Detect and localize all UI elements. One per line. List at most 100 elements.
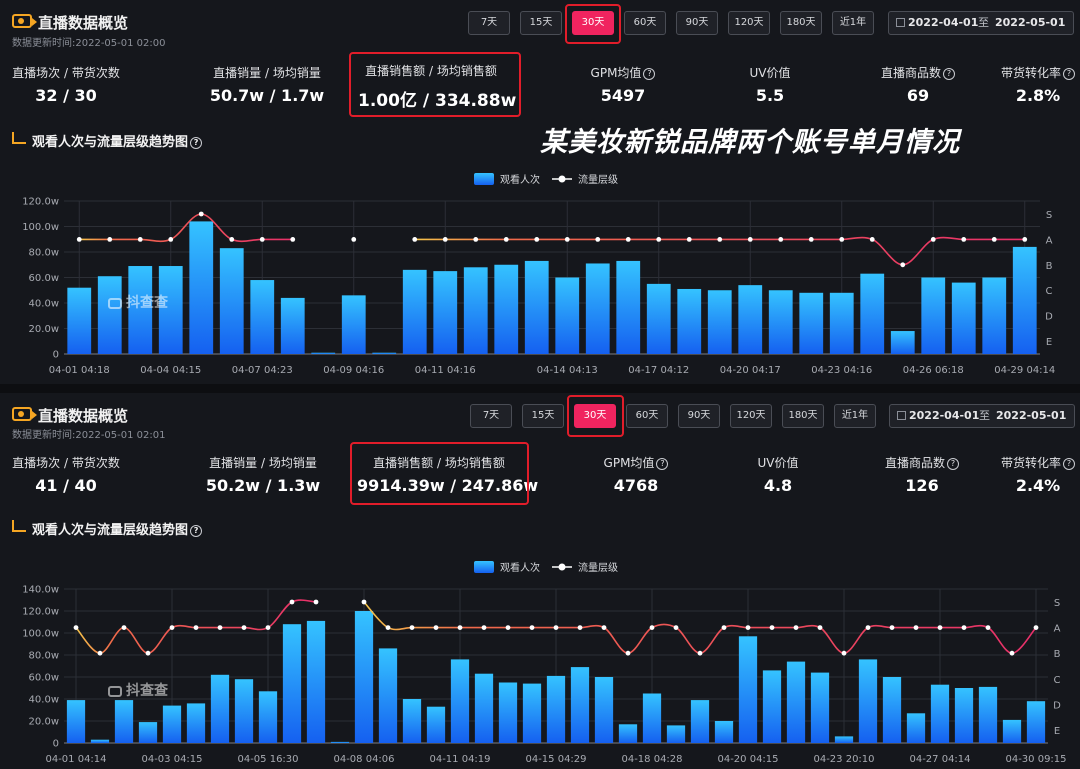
- tier-point[interactable]: [564, 237, 570, 242]
- bar-views[interactable]: [546, 675, 566, 743]
- tier-point[interactable]: [808, 237, 814, 242]
- tier-point[interactable]: [721, 625, 727, 630]
- bar-views[interactable]: [114, 700, 134, 743]
- bar-views[interactable]: [646, 283, 671, 354]
- bar-views[interactable]: [585, 263, 610, 354]
- range-120d-button[interactable]: 120天: [728, 11, 770, 35]
- tier-point[interactable]: [137, 237, 143, 242]
- bar-views[interactable]: [834, 736, 854, 743]
- bar-views[interactable]: [642, 693, 662, 744]
- tier-point[interactable]: [930, 237, 936, 242]
- bar-views[interactable]: [162, 705, 182, 743]
- bar-views[interactable]: [677, 288, 702, 354]
- bar-views[interactable]: [378, 648, 398, 743]
- bar-views[interactable]: [372, 352, 397, 354]
- bar-views[interactable]: [714, 721, 734, 743]
- tier-point[interactable]: [73, 625, 79, 630]
- tier-point[interactable]: [673, 625, 679, 630]
- bar-views[interactable]: [258, 691, 278, 743]
- tier-point[interactable]: [601, 625, 607, 630]
- range-180d-button[interactable]: 180天: [780, 11, 822, 35]
- tier-point[interactable]: [1022, 237, 1028, 242]
- bar-views[interactable]: [616, 260, 641, 354]
- bar-views[interactable]: [189, 221, 214, 354]
- tier-point[interactable]: [625, 650, 631, 656]
- tier-point[interactable]: [778, 237, 784, 242]
- bar-views[interactable]: [522, 683, 542, 743]
- tier-point[interactable]: [865, 625, 871, 630]
- bar-views[interactable]: [210, 674, 230, 743]
- tier-point[interactable]: [97, 650, 103, 656]
- bar-views[interactable]: [66, 700, 86, 743]
- help-icon[interactable]: ?: [943, 68, 955, 80]
- bar-views[interactable]: [97, 276, 122, 354]
- bar-views[interactable]: [570, 667, 590, 743]
- tier-point[interactable]: [985, 625, 991, 630]
- help-icon[interactable]: ?: [643, 68, 656, 80]
- range-15d-button[interactable]: 15天: [520, 11, 562, 35]
- date-range-picker[interactable]: 2022-04-01 至 2022-05-01: [888, 11, 1074, 35]
- tier-point[interactable]: [686, 237, 692, 242]
- bar-views[interactable]: [738, 636, 758, 743]
- bar-views[interactable]: [810, 672, 830, 743]
- bar-views[interactable]: [1012, 246, 1037, 354]
- range-30d-button[interactable]: 30天: [574, 404, 616, 428]
- help-icon[interactable]: ?: [190, 525, 203, 537]
- bar-views[interactable]: [829, 292, 854, 354]
- tier-point[interactable]: [351, 237, 357, 242]
- help-icon[interactable]: ?: [190, 137, 203, 149]
- bar-views[interactable]: [234, 679, 254, 743]
- bar-views[interactable]: [594, 677, 614, 743]
- bar-views[interactable]: [954, 688, 974, 743]
- range-60d-button[interactable]: 60天: [624, 11, 666, 35]
- bar-views[interactable]: [426, 706, 446, 743]
- bar-views[interactable]: [463, 267, 488, 354]
- bar-views[interactable]: [555, 277, 580, 355]
- tier-point[interactable]: [505, 625, 511, 630]
- range-15d-button[interactable]: 15天: [522, 404, 564, 428]
- tier-point[interactable]: [145, 650, 151, 656]
- range-60d-button[interactable]: 60天: [626, 404, 668, 428]
- tier-point[interactable]: [839, 237, 845, 242]
- tier-point[interactable]: [769, 625, 775, 630]
- bar-views[interactable]: [951, 282, 976, 354]
- tier-point[interactable]: [442, 237, 448, 242]
- bar-views[interactable]: [433, 271, 458, 354]
- bar-views[interactable]: [858, 659, 878, 743]
- range-7d-button[interactable]: 7天: [468, 11, 510, 35]
- bar-views[interactable]: [906, 713, 926, 743]
- bar-views[interactable]: [354, 611, 374, 743]
- bar-views[interactable]: [250, 280, 275, 354]
- tier-point[interactable]: [937, 625, 943, 630]
- bar-views[interactable]: [280, 297, 305, 354]
- tier-point[interactable]: [717, 237, 723, 242]
- tier-point[interactable]: [697, 650, 703, 656]
- bar-views[interactable]: [186, 703, 206, 743]
- tier-point[interactable]: [1009, 650, 1015, 656]
- bar-views[interactable]: [311, 352, 336, 354]
- tier-point[interactable]: [217, 625, 223, 630]
- tier-point[interactable]: [961, 625, 967, 630]
- range-120d-button[interactable]: 120天: [730, 404, 772, 428]
- tier-point[interactable]: [841, 650, 847, 656]
- tier-point[interactable]: [747, 237, 753, 242]
- bar-views[interactable]: [982, 277, 1007, 355]
- tier-point[interactable]: [193, 625, 199, 630]
- tier-point[interactable]: [76, 237, 82, 242]
- tier-point[interactable]: [656, 237, 662, 242]
- bar-views[interactable]: [666, 725, 686, 743]
- bar-views[interactable]: [799, 292, 824, 354]
- range-7d-button[interactable]: 7天: [470, 404, 512, 428]
- tier-point[interactable]: [745, 625, 751, 630]
- bar-views[interactable]: [978, 686, 998, 743]
- bar-views[interactable]: [128, 266, 153, 354]
- bar-views[interactable]: [762, 670, 782, 743]
- date-range-picker[interactable]: 2022-04-01 至 2022-05-01: [889, 404, 1075, 428]
- tier-point[interactable]: [503, 237, 509, 242]
- tier-point[interactable]: [577, 625, 583, 630]
- tier-point[interactable]: [409, 625, 415, 630]
- bar-views[interactable]: [930, 684, 950, 743]
- tier-point[interactable]: [412, 237, 418, 242]
- tier-point[interactable]: [889, 625, 895, 630]
- tier-point[interactable]: [625, 237, 631, 242]
